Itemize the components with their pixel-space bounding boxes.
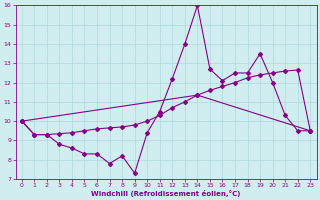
X-axis label: Windchill (Refroidissement éolien,°C): Windchill (Refroidissement éolien,°C) bbox=[91, 190, 241, 197]
